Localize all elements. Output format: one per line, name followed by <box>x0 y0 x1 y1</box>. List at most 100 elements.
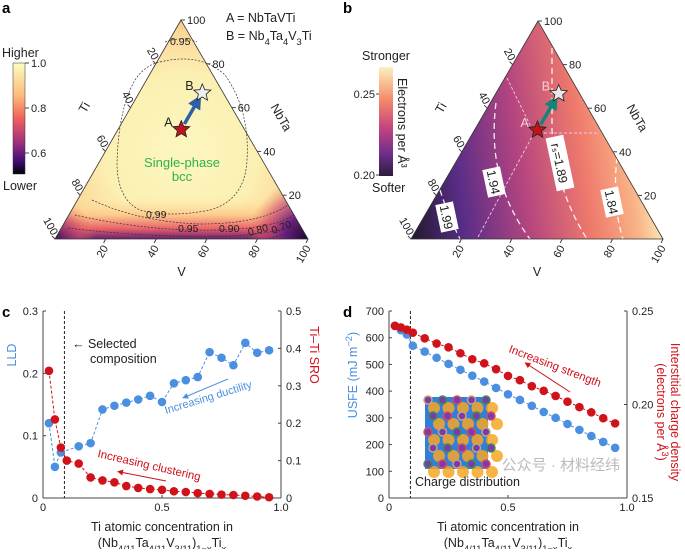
data-point-left <box>551 413 560 423</box>
data-point-left <box>444 359 453 369</box>
colorbar-tick: 0.20 <box>354 170 375 182</box>
data-point-left <box>181 375 191 385</box>
x-axis-label: Ti atomic concentration in <box>437 520 579 534</box>
data-point-right <box>74 459 83 468</box>
right-tick-label: 40 <box>263 146 275 158</box>
atom <box>423 427 433 437</box>
data-point-right <box>264 492 274 502</box>
colorbar-tick: 0.6 <box>31 148 46 160</box>
data-point-left <box>515 395 525 405</box>
y-right-tick-label: 0 <box>286 493 292 505</box>
atom <box>442 443 453 453</box>
data-point-right <box>575 402 584 412</box>
atom <box>486 443 496 453</box>
charge-distribution-inset <box>423 395 503 478</box>
y-right-tick-label: 0.5 <box>286 306 301 318</box>
x-tick-label: 1.0 <box>273 502 288 514</box>
star-point-a <box>527 119 548 139</box>
data-point-left <box>468 371 477 380</box>
panel-label-c: c <box>2 304 10 321</box>
charge-blob <box>491 450 503 462</box>
tick-mark <box>102 148 106 152</box>
x-axis-label: Ti atomic concentration in <box>91 520 233 534</box>
y-left-tick-label: 500 <box>366 359 384 371</box>
contour-label: 0.90 <box>219 223 240 235</box>
x-tick-label: 0.5 <box>154 502 169 514</box>
data-point-right <box>157 485 167 495</box>
data-point-left <box>217 353 226 363</box>
bottom-tick-label: 100 <box>649 244 669 266</box>
data-point-right <box>98 476 107 485</box>
tick-mark <box>433 192 437 196</box>
right-tick-label: 40 <box>619 147 631 159</box>
contour-label: 0.95 <box>170 36 191 48</box>
y-left-tick-label: 0 <box>378 493 384 505</box>
data-point-left <box>563 419 572 429</box>
atom <box>437 459 448 469</box>
x-tick-label: 0 <box>40 502 46 514</box>
right-tick-label: 80 <box>212 59 224 71</box>
data-point-right <box>527 381 537 391</box>
usfe-charge-chart: 0 100 200 300 400 500 600 700 0.15 0.20 0.25 0 0.5 1.… <box>344 306 682 554</box>
point-label-a: A <box>521 116 530 130</box>
ternary-phase-stability: 0.95 0.99 0.95 0.90 0.80 0.70 Single-pha… <box>2 11 314 279</box>
left-tick-label: 60 <box>450 134 467 151</box>
bottom-tick-label: 20 <box>95 244 112 261</box>
y-left-label: LLD <box>5 344 19 367</box>
left-tick-label: 20 <box>501 46 518 63</box>
contour-label: 1.99 <box>437 204 456 231</box>
point-label-a: A <box>164 116 173 130</box>
data-point-left <box>575 425 584 435</box>
axis-label-v: V <box>177 265 186 279</box>
data-point-right <box>503 371 513 381</box>
bottom-tick-label: 40 <box>501 244 518 261</box>
charge-blob <box>428 402 440 414</box>
atom <box>466 459 477 469</box>
data-point-left <box>420 347 430 356</box>
axis-label-v: V <box>533 265 542 279</box>
atom <box>452 459 462 469</box>
lld-sro-chart: 0 0.1 0.2 0.3 0 0.1 0.2 0.3 0.4 0.5 0 0.5 1.0 Ti atom… <box>5 306 321 554</box>
data-point-right <box>56 443 66 452</box>
data-point-left <box>110 401 119 411</box>
contour-label: 0.99 <box>146 209 167 221</box>
tick-mark <box>152 60 157 65</box>
data-point-left <box>610 443 620 453</box>
y-right-tick-label: 0.25 <box>632 306 653 318</box>
clustering-arrow <box>117 469 167 482</box>
axis-label-nbta: NbTa <box>624 102 651 134</box>
selected-annotation: ← Selected <box>72 337 137 351</box>
data-point-left <box>74 441 83 451</box>
data-point-right <box>456 348 465 358</box>
data-point-right <box>539 386 548 396</box>
left-tick-label: 80 <box>425 177 442 194</box>
colorbar-tick: 0.8 <box>31 103 46 115</box>
point-label-b: B <box>185 79 193 93</box>
charge-blob <box>471 434 484 446</box>
charge-blob <box>486 466 498 478</box>
data-point-right <box>50 415 60 424</box>
colorbar-tick: 0.25 <box>354 89 375 101</box>
tick-mark <box>103 238 107 244</box>
tick-mark <box>127 104 131 108</box>
legend-b-text: B = Nb4Ta4V3Ti <box>226 29 312 47</box>
data-point-right <box>241 491 250 501</box>
data-point-right <box>62 456 72 465</box>
star-point-b <box>549 83 569 102</box>
tick-mark <box>483 104 488 109</box>
left-tick-label: 40 <box>475 90 492 107</box>
y-left-tick-label: 0 <box>32 493 38 505</box>
atom <box>437 395 448 405</box>
guide-lines-b <box>476 77 597 240</box>
colorbar-b <box>379 67 393 176</box>
atom <box>466 427 477 437</box>
axis-label-ti: Ti <box>432 100 449 116</box>
charge-blob <box>462 418 474 430</box>
atom <box>428 411 438 421</box>
tick-mark <box>660 238 664 244</box>
data-point-left <box>193 372 202 382</box>
panel-label-a: a <box>2 0 11 17</box>
right-tick-label: 20 <box>644 190 656 202</box>
y-right-tick-label: 0.20 <box>632 400 653 412</box>
colorbar-top-label: Higher <box>2 46 39 60</box>
